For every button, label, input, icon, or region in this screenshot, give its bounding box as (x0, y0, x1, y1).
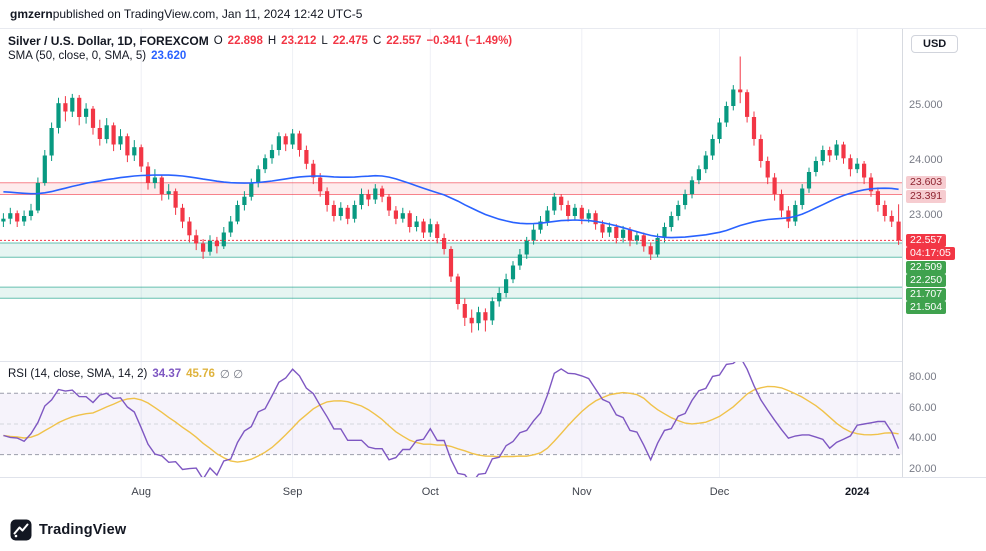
countdown-label: 04:17:05 (906, 247, 955, 261)
level-label: 21.504 (906, 301, 947, 315)
symbol-title[interactable]: Silver / U.S. Dollar, 1D, FOREXCOM (8, 34, 209, 48)
main-price-pane[interactable] (0, 29, 902, 361)
attribution-bar: gmzern published on TradingView.com, Jan… (0, 0, 986, 28)
price-axis[interactable]: USD 25.000 24.000 23.000 80.00 60.00 40.00 20.… (902, 29, 986, 477)
tradingview-logo-icon[interactable] (10, 519, 32, 541)
rsi-tick-label: 60.00 (909, 401, 937, 414)
sma-value: 23.620 (151, 50, 187, 62)
rsi-extra-values: ∅ ∅ (219, 369, 244, 381)
rsi-sma-line (3, 385, 899, 463)
rsi-pane[interactable] (0, 362, 902, 477)
rsi-value: 34.37 (152, 368, 182, 380)
price-tick-label: 24.000 (909, 154, 943, 166)
currency-toggle-button[interactable]: USD (911, 35, 959, 53)
symbol-legend[interactable]: Silver / U.S. Dollar, 1D, FOREXCOM O 22.8… (8, 34, 512, 48)
close-label: C (372, 35, 382, 47)
attribution-text: published on TradingView.com, Jan 11, 20… (52, 7, 363, 21)
rsi-tick-label: 80.00 (909, 371, 937, 383)
open-value: 22.898 (227, 35, 263, 47)
low-value: 22.475 (332, 35, 368, 47)
rsi-line (3, 362, 900, 477)
level-label: 23.391 (906, 189, 947, 203)
footer-bar: TradingView (0, 507, 986, 551)
price-tick-label: 23.000 (909, 209, 943, 221)
level-label: 23.603 (906, 176, 947, 190)
chart-pane[interactable]: Silver / U.S. Dollar, 1D, FOREXCOM O 22.8… (0, 29, 902, 508)
rsi-sma-value: 45.76 (186, 368, 215, 380)
time-axis-label: Dec (709, 486, 730, 498)
publisher-name: gmzern (10, 7, 53, 21)
close-value: 22.557 (386, 35, 422, 47)
last-price-label: 22.557 (906, 233, 947, 247)
time-axis-label: Sep (282, 486, 303, 498)
price-tick-label: 25.000 (909, 99, 943, 111)
time-axis-label: Oct (421, 486, 439, 498)
brand-name[interactable]: TradingView (39, 521, 127, 538)
pane-separator[interactable] (0, 361, 986, 362)
open-label: O (213, 35, 223, 47)
high-label: H (267, 35, 277, 47)
low-label: L (321, 35, 328, 47)
level-label: 21.707 (906, 287, 947, 301)
rsi-label[interactable]: RSI (14, close, SMA, 14, 2) (8, 368, 148, 380)
change-value: −0.341 (−1.49%) (426, 35, 513, 47)
chart-area: Silver / U.S. Dollar, 1D, FOREXCOM O 22.8… (0, 28, 986, 508)
rsi-tick-label: 20.00 (909, 462, 937, 475)
time-axis-label: 2024 (844, 486, 870, 498)
candles-layer (1, 56, 901, 333)
sma50-line (3, 174, 899, 239)
time-axis[interactable]: Aug Sep Oct Nov Dec 2024 (0, 477, 986, 508)
sma-legend[interactable]: SMA (50, close, 0, SMA, 5) 23.620 (8, 50, 186, 62)
time-axis-label: Nov (572, 486, 592, 498)
rsi-legend[interactable]: RSI (14, close, SMA, 14, 2) 34.37 45.76 … (8, 367, 243, 381)
rsi-tick-label: 40.00 (909, 432, 937, 445)
time-axis-label: Aug (131, 486, 151, 498)
level-label: 22.509 (906, 260, 947, 274)
sma-label[interactable]: SMA (50, close, 0, SMA, 5) (8, 50, 147, 62)
level-label: 22.250 (906, 274, 947, 288)
high-value: 23.212 (281, 35, 317, 47)
